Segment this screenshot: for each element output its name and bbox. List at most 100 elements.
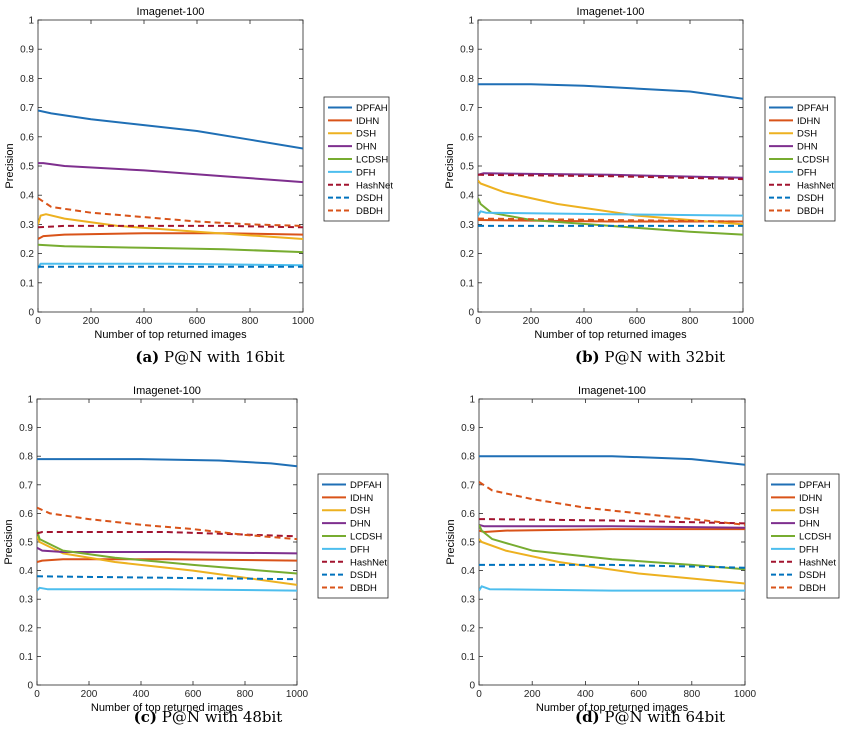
y-tick-label: 0.2 [20, 249, 34, 260]
series-line-dfh [37, 586, 297, 592]
legend-label-dpfah: DPFAH [799, 480, 831, 491]
y-tick-label: 0.2 [461, 623, 475, 634]
x-tick-label: 1000 [734, 689, 757, 700]
caption-label: (b) [575, 348, 600, 366]
chart-title: Imagenet-100 [133, 385, 201, 397]
legend-label-dsdh: DSDH [356, 193, 383, 204]
series-line-dsh [479, 538, 745, 585]
legend-label-idhn: IDHN [350, 493, 373, 504]
caption-label: (a) [135, 348, 159, 366]
y-tick-label: 0.5 [19, 538, 33, 549]
series-line-dhn [37, 546, 297, 555]
chart-title: Imagenet-100 [578, 385, 646, 397]
y-tick-label: 0.7 [461, 480, 475, 491]
y-axis-label: Precision [4, 143, 16, 188]
legend-label-dsdh: DSDH [797, 193, 824, 204]
legend-label-dfh: DFH [350, 544, 370, 555]
series-line-dhn [38, 162, 303, 184]
x-tick-label: 800 [242, 316, 259, 327]
legend-label-dfh: DFH [356, 167, 376, 178]
y-tick-label: 0 [27, 681, 33, 692]
legend-label-dsdh: DSDH [799, 570, 826, 581]
y-tick-label: 0.7 [460, 103, 474, 114]
legend-label-lcdsh: LCDSH [350, 532, 382, 543]
y-tick-label: 0.3 [460, 220, 474, 231]
caption-label: (c) [134, 708, 157, 726]
legend-label-lcdsh: LCDSH [799, 532, 831, 543]
y-tick-label: 0.4 [460, 191, 474, 202]
x-tick-label: 200 [524, 689, 541, 700]
series-line-dbdh [479, 481, 745, 526]
legend-label-dpfah: DPFAH [350, 480, 382, 491]
y-tick-label: 0.4 [19, 566, 33, 577]
x-axis-label: Number of top returned images [91, 702, 244, 714]
y-tick-label: 0.8 [19, 452, 33, 463]
y-tick-label: 0.6 [20, 132, 34, 143]
legend-label-idhn: IDHN [797, 116, 820, 127]
legend-label-dhn: DHN [797, 142, 818, 153]
legend-label-idhn: IDHN [799, 493, 822, 504]
panel-caption: (a) P@N with 16bit [135, 348, 284, 366]
series-line-dpfah [37, 458, 297, 468]
y-tick-label: 0.4 [20, 191, 34, 202]
x-tick-label: 800 [682, 316, 699, 327]
x-tick-label: 200 [83, 316, 100, 327]
y-tick-label: 0.8 [461, 452, 475, 463]
x-tick-label: 800 [683, 689, 700, 700]
x-tick-label: 400 [133, 689, 150, 700]
y-tick-label: 0 [469, 681, 475, 692]
plot-area [477, 19, 744, 313]
legend-label-lcdsh: LCDSH [356, 155, 388, 166]
x-tick-label: 800 [237, 689, 254, 700]
y-tick-label: 0.7 [20, 103, 34, 114]
y-tick-label: 1 [27, 395, 33, 406]
x-tick-label: 400 [577, 689, 594, 700]
series-line-dpfah [38, 109, 303, 150]
legend-label-dsh: DSH [350, 506, 370, 517]
legend-label-dbdh: DBDH [350, 583, 377, 594]
legend-label-dhn: DHN [356, 142, 377, 153]
y-tick-label: 0.5 [20, 162, 34, 173]
legend-label-idhn: IDHN [356, 116, 379, 127]
x-tick-label: 200 [523, 316, 540, 327]
y-tick-label: 0 [28, 308, 34, 319]
series-line-dpfah [478, 83, 743, 100]
caption-label: (d) [575, 708, 600, 726]
legend-label-hashnet: HashNet [356, 180, 393, 191]
series-line-dsh [38, 213, 303, 240]
legend-label-dpfah: DPFAH [797, 103, 829, 114]
legend-label-dhn: DHN [350, 519, 371, 530]
y-tick-label: 0.2 [460, 249, 474, 260]
legend-label-hashnet: HashNet [799, 557, 836, 568]
x-tick-label: 0 [35, 316, 41, 327]
x-tick-label: 200 [81, 689, 98, 700]
series-line-dbdh [37, 506, 297, 541]
legend-label-dsh: DSH [797, 129, 817, 140]
legend-label-dpfah: DPFAH [356, 103, 388, 114]
x-tick-label: 600 [189, 316, 206, 327]
series-line-lcdsh [38, 243, 303, 254]
series-line-dsh [478, 179, 743, 226]
panel-caption: (b) P@N with 32bit [575, 348, 725, 366]
y-tick-label: 0.4 [461, 566, 475, 577]
y-tick-label: 0.3 [20, 220, 34, 231]
series-line-hashnet [38, 224, 303, 229]
y-tick-label: 0.8 [460, 74, 474, 85]
chart-title: Imagenet-100 [577, 6, 645, 18]
y-tick-label: 1 [469, 395, 475, 406]
panel-caption: (c) P@N with 48bit [134, 708, 283, 726]
caption-text: P@N with 32bit [600, 348, 725, 366]
x-axis-label: Number of top returned images [536, 702, 689, 714]
y-axis-label: Precision [445, 519, 457, 564]
y-tick-label: 0.3 [19, 595, 33, 606]
chart-panel-2: 0 0.1 0.2 0.3 0.4 0.5 0.6 0.7 0.8 0.9 1 0 200 400 600 8… [3, 385, 389, 726]
series-line-dsdh [37, 575, 297, 581]
chart-panel-1: 0 0.1 0.2 0.3 0.4 0.5 0.6 0.7 0.8 0.9 1 0 200 400 600 8… [444, 6, 836, 366]
legend-label-lcdsh: LCDSH [797, 155, 829, 166]
series-line-dpfah [479, 455, 745, 466]
legend-label-dfh: DFH [799, 544, 819, 555]
x-tick-label: 600 [630, 689, 647, 700]
legend-label-hashnet: HashNet [350, 557, 387, 568]
y-axis-label: Precision [444, 143, 456, 188]
